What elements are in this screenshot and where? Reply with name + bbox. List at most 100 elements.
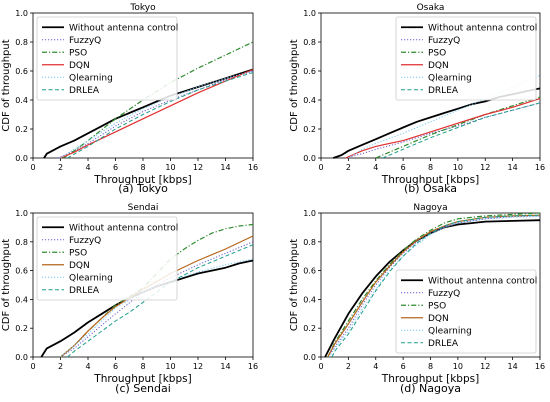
y-tick-label: 0.8	[15, 38, 28, 47]
legend-label: DQN	[69, 261, 90, 271]
series-line-qlearning	[60, 70, 254, 159]
y-tick-label: 0.0	[303, 154, 316, 163]
x-tick-label: 8	[140, 163, 145, 172]
chart-panel-osaka: Osaka 0 2 4 6 8 10 12 14 16 0.0 0.2 0.4 0.6 0.8 1.0 Thro…	[289, 3, 545, 195]
x-axis-label: Throughput [kbps]	[381, 174, 479, 186]
x-tick-label: 12	[193, 362, 203, 371]
x-tick-label: 4	[373, 163, 378, 172]
y-tick-label: 0.6	[15, 267, 28, 276]
legend: Without antenna control FuzzyQ PSO DQN Qlear…	[36, 216, 178, 301]
y-tick-label: 0.2	[303, 324, 316, 333]
x-tick-label: 12	[480, 163, 490, 172]
series-line-fuzzyq	[345, 102, 541, 159]
panel-caption: (b) Osaka	[404, 182, 457, 195]
legend-label: DRLEA	[69, 286, 100, 296]
series-line-dqn	[345, 98, 541, 159]
x-axis-label: Throughput [kbps]	[93, 373, 191, 385]
legend-label: Qlearning	[69, 73, 113, 83]
chart-panel-sendai: Sendai 0 2 4 6 8 10 12 14 16 0.0 0.2 0.4 0.6 0.8 1.0 Thr…	[1, 203, 258, 395]
chart-title: Nagoya	[413, 203, 447, 213]
x-tick-label: 8	[140, 362, 145, 371]
legend-box	[395, 16, 537, 101]
y-axis-label: CDF of throughput	[1, 239, 12, 331]
y-tick-label: 0.8	[15, 238, 28, 247]
y-tick-label: 0.8	[303, 238, 316, 247]
x-tick-label: 8	[428, 362, 433, 371]
series-line-dqn	[60, 68, 254, 159]
y-tick-label: 1.0	[15, 9, 28, 18]
x-tick-label: 12	[480, 362, 490, 371]
y-tick-label: 0.2	[303, 125, 316, 134]
x-tick-label: 2	[58, 362, 63, 371]
series-line-pso	[375, 96, 541, 159]
x-tick-label: 8	[428, 163, 433, 172]
x-tick-label: 14	[220, 362, 230, 371]
legend-label: Without antenna control	[69, 223, 178, 233]
x-tick-label: 6	[401, 163, 406, 172]
x-tick-label: 16	[248, 163, 258, 172]
series-line-drlea	[382, 102, 541, 159]
x-tick-label: 4	[85, 163, 90, 172]
legend-label: PSO	[69, 248, 87, 258]
x-tick-label: 16	[535, 362, 545, 371]
y-tick-label: 0.8	[303, 38, 316, 47]
x-tick-label: 14	[220, 163, 230, 172]
legend-label: PSO	[428, 301, 446, 311]
legend-label: Qlearning	[428, 326, 472, 336]
y-tick-label: 0.4	[303, 295, 316, 304]
legend-label: DRLEA	[428, 86, 459, 96]
y-tick-label: 0.4	[303, 96, 316, 105]
series-line-drlea	[67, 72, 254, 159]
legend-box	[36, 216, 178, 301]
y-axis-label: CDF of throughput	[289, 39, 300, 131]
x-tick-label: 0	[30, 362, 35, 371]
x-tick-label: 0	[318, 163, 323, 172]
panel-caption: (a) Tokyo	[118, 182, 168, 195]
y-axis-label: CDF of throughput	[289, 239, 300, 331]
legend-box	[395, 269, 537, 354]
x-tick-label: 6	[401, 362, 406, 371]
chart-title: Osaka	[417, 3, 445, 13]
legend-label: PSO	[428, 48, 446, 58]
legend-label: FuzzyQ	[69, 236, 101, 246]
legend-label: Without antenna control	[428, 276, 537, 286]
legend-label: Qlearning	[69, 273, 113, 283]
x-axis-label: Throughput [kbps]	[381, 373, 479, 385]
x-tick-label: 6	[113, 362, 118, 371]
legend-label: DRLEA	[428, 339, 459, 349]
legend-label: Without antenna control	[69, 23, 178, 33]
legend-label: DQN	[428, 61, 449, 71]
legend-label: FuzzyQ	[69, 36, 101, 46]
series-line-drlea	[67, 244, 254, 358]
y-tick-label: 0.6	[303, 67, 316, 76]
x-tick-label: 10	[165, 163, 175, 172]
chart-title: Sendai	[128, 203, 159, 213]
x-tick-label: 10	[453, 163, 463, 172]
y-axis-label: CDF of throughput	[1, 39, 12, 131]
series-line-qlearning	[328, 216, 541, 358]
legend-label: DQN	[69, 61, 90, 71]
legend-box	[36, 16, 178, 101]
x-tick-label: 4	[373, 362, 378, 371]
legend-label: Without antenna control	[428, 23, 537, 33]
y-tick-label: 0.4	[15, 295, 28, 304]
series-line-fuzzyq	[57, 70, 254, 159]
series-line-drlea	[331, 214, 541, 358]
y-tick-label: 0.0	[15, 154, 28, 163]
series-line-qlearning	[348, 74, 541, 159]
y-tick-label: 0.4	[15, 96, 28, 105]
x-axis-label: Throughput [kbps]	[93, 174, 191, 186]
x-tick-label: 0	[30, 163, 35, 172]
chart-panel-nagoya: Nagoya 0 2 4 6 8 10 12 14 16 0.0 0.2 0.4 0.6 0.8 1.0 Thr…	[289, 203, 545, 395]
x-tick-label: 4	[85, 362, 90, 371]
chart-panel-tokyo: Tokyo 0 2 4 6 8 10 12 14 16 0.0 0.2 0.4 0.6 0.8 1.0 Thro…	[1, 3, 258, 195]
series-line-pso	[327, 212, 541, 358]
x-tick-label: 2	[346, 163, 351, 172]
y-tick-label: 1.0	[303, 209, 316, 218]
legend: Without antenna control FuzzyQ PSO DQN Qlear…	[395, 16, 537, 101]
series-line-fuzzyq	[327, 215, 541, 358]
legend-label: DQN	[428, 314, 449, 324]
y-tick-label: 0.2	[15, 125, 28, 134]
legend-label: Qlearning	[428, 73, 472, 83]
